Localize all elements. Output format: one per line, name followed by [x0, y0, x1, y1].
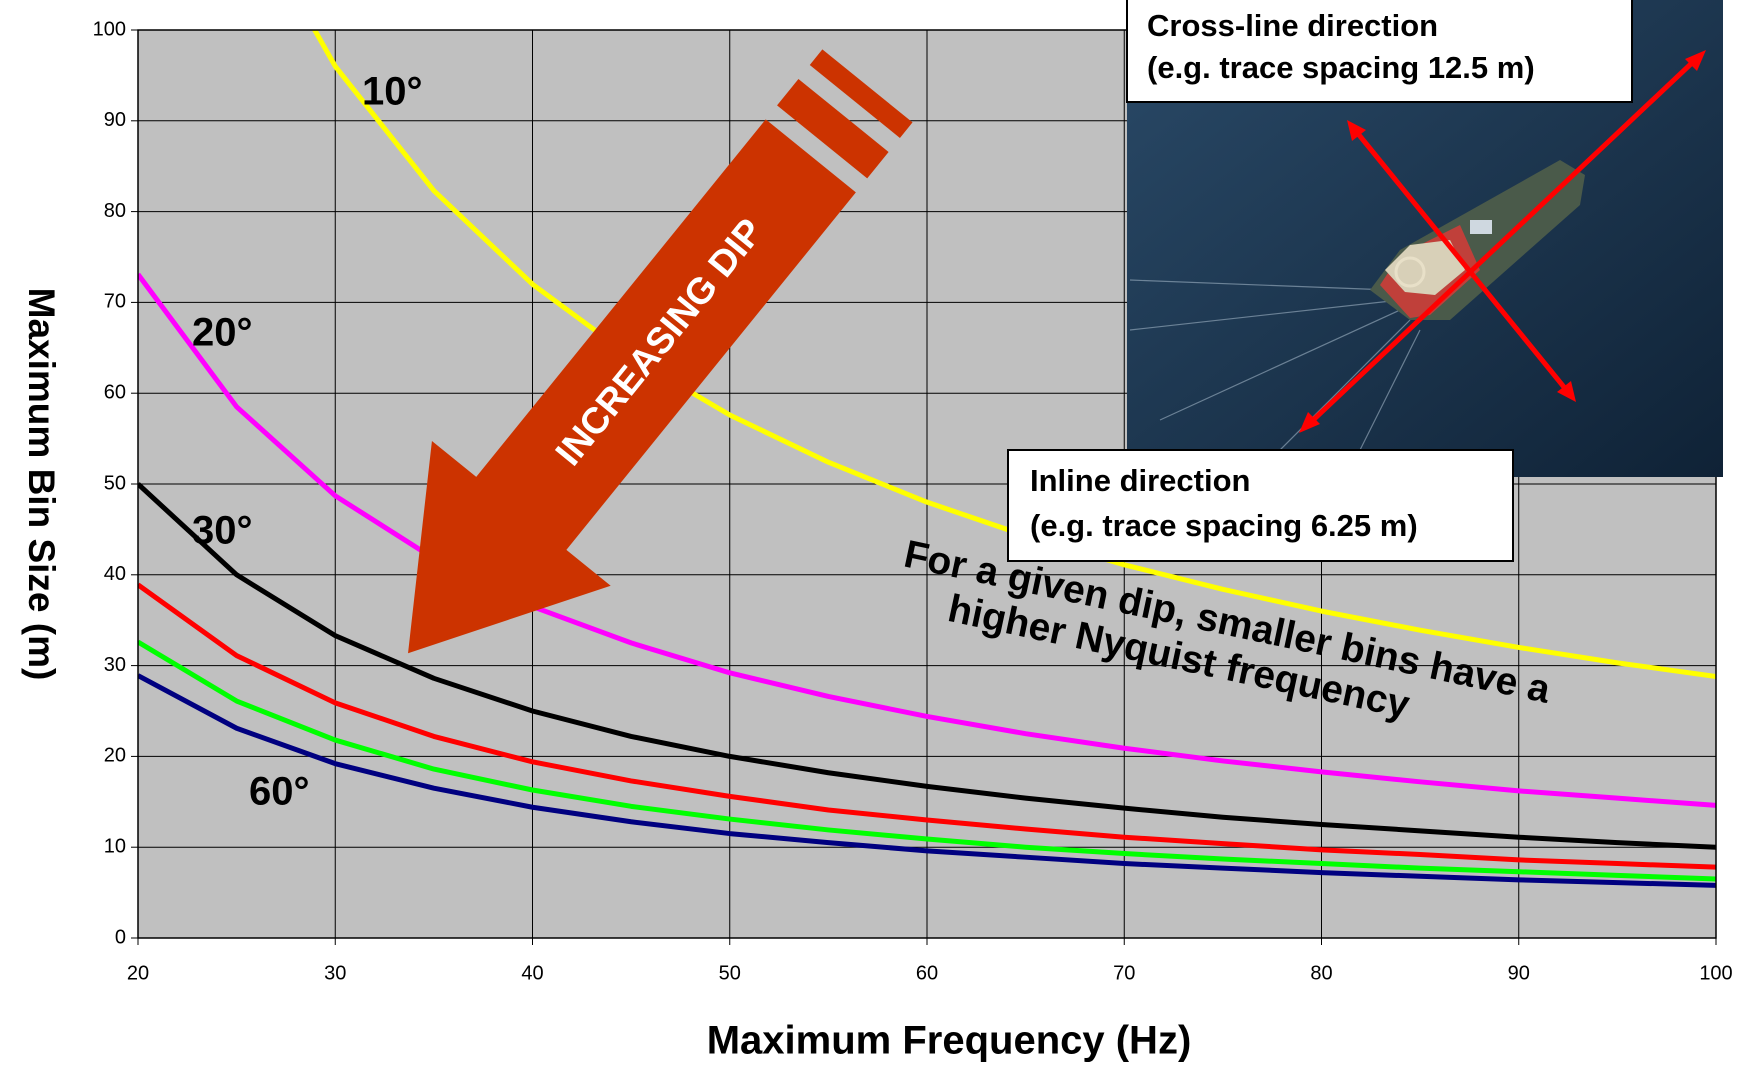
series-group	[138, 30, 1716, 888]
series-line	[138, 639, 1716, 882]
y-tick-label: 70	[104, 291, 126, 313]
series-line	[138, 673, 1716, 888]
x-tick-label: 80	[1310, 962, 1332, 984]
series-line	[138, 482, 1716, 850]
x-axis-title: Maximum Frequency (Hz)	[707, 1019, 1192, 1063]
x-tick-label: 70	[1113, 962, 1135, 984]
crossline-line: (e.g. trace spacing 12.5 m)	[1147, 50, 1535, 85]
inline-line: Inline direction	[1030, 463, 1250, 498]
series-line	[138, 272, 1716, 808]
y-tick-label: 10	[104, 835, 126, 857]
y-tick-label: 50	[104, 472, 126, 494]
x-tick-label: 40	[521, 962, 543, 984]
crossline-box: Cross-line direction (e.g. trace spacing…	[1126, 0, 1633, 103]
curve-label: 10°	[362, 70, 423, 114]
axes: 0 10 20 30 40 50 60 70 80 90 100 20 30 40 50 60 70 80 90 10…	[93, 18, 1733, 984]
series-line	[138, 582, 1716, 870]
x-tick-label: 60	[916, 962, 938, 984]
y-tick-label: 40	[104, 563, 126, 585]
x-tick-label: 90	[1508, 962, 1530, 984]
y-tick-label: 20	[104, 745, 126, 767]
y-tick-label: 30	[104, 654, 126, 676]
y-tick-label: 0	[115, 926, 126, 948]
curve-label: 60°	[249, 770, 310, 814]
inline-box: Inline direction (e.g. trace spacing 6.2…	[1007, 449, 1514, 562]
crossline-line: Cross-line direction	[1147, 8, 1438, 43]
x-tick-label: 30	[324, 962, 346, 984]
x-tick-label: 50	[719, 962, 741, 984]
y-axis-title: Maximum Bin Size (m)	[21, 288, 62, 681]
curve-label: 20°	[192, 311, 253, 355]
y-tick-label: 60	[104, 381, 126, 403]
x-tick-label: 100	[1699, 962, 1732, 984]
plot-frame	[137, 29, 1717, 939]
y-tick-label: 100	[93, 18, 126, 40]
y-tick-label: 80	[104, 200, 126, 222]
series-line	[311, 30, 1716, 679]
inline-line: (e.g. trace spacing 6.25 m)	[1030, 508, 1418, 543]
x-tick-label: 20	[127, 962, 149, 984]
curve-label: 30°	[192, 509, 253, 553]
y-tick-label: 90	[104, 109, 126, 131]
